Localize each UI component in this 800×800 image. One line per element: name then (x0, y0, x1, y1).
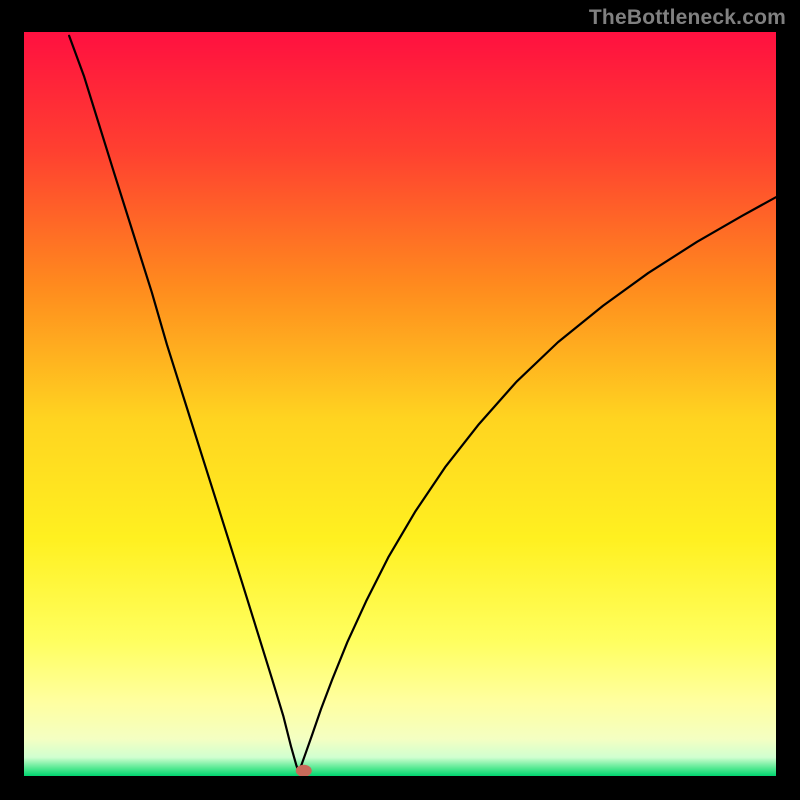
chart-svg (24, 32, 776, 776)
chart-outer-frame: TheBottleneck.com (0, 0, 800, 800)
chart-background (24, 32, 776, 776)
watermark-text: TheBottleneck.com (589, 6, 786, 30)
plot-area (24, 32, 776, 776)
